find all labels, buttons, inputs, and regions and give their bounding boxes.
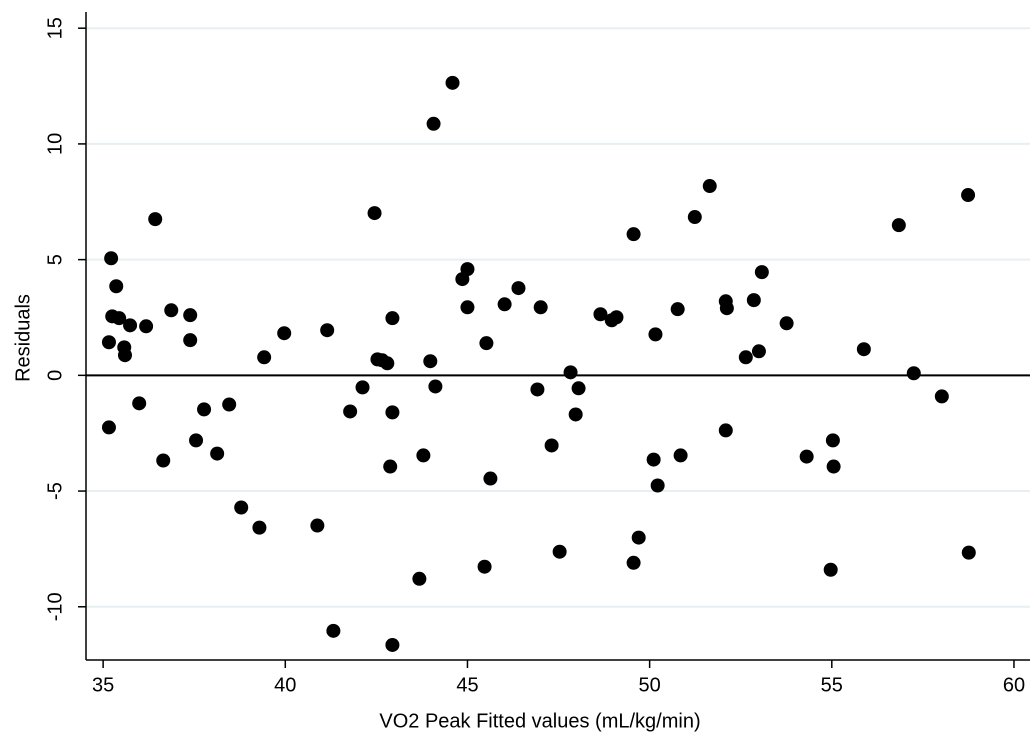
point <box>648 327 663 342</box>
point <box>754 265 769 280</box>
point <box>826 459 841 474</box>
point <box>148 212 163 227</box>
x-tick-label: 50 <box>639 674 661 696</box>
point <box>687 210 702 225</box>
point <box>156 453 171 468</box>
point <box>544 438 559 453</box>
point <box>222 397 237 412</box>
x-tick-label: 60 <box>1003 674 1025 696</box>
point <box>631 530 646 545</box>
point <box>460 300 475 315</box>
y-tick-label: -5 <box>44 482 66 500</box>
point <box>961 188 976 203</box>
point <box>779 316 794 331</box>
point <box>139 319 154 334</box>
point <box>385 311 400 326</box>
point <box>571 381 586 396</box>
x-axis-label: VO2 Peak Fitted values (mL/kg/min) <box>379 710 700 732</box>
point <box>112 311 127 326</box>
point <box>460 262 475 277</box>
point <box>132 396 147 411</box>
point <box>197 402 212 417</box>
point <box>563 365 578 380</box>
point <box>906 366 921 381</box>
point <box>552 544 567 559</box>
point <box>183 333 198 348</box>
point <box>355 380 370 395</box>
point <box>751 344 766 359</box>
point <box>718 423 733 438</box>
point <box>117 348 132 363</box>
y-tick-label: 0 <box>44 370 66 381</box>
point <box>277 326 292 341</box>
point <box>650 478 665 493</box>
point <box>856 342 871 357</box>
x-tick-label: 45 <box>456 674 478 696</box>
point <box>234 500 249 515</box>
point <box>310 518 325 533</box>
point <box>533 300 548 315</box>
point <box>825 433 840 448</box>
y-tick-label: 15 <box>44 17 66 39</box>
point <box>477 559 492 574</box>
point <box>670 302 685 317</box>
point <box>961 545 976 560</box>
point <box>823 562 838 577</box>
point <box>109 279 124 294</box>
point <box>568 407 583 422</box>
point <box>719 301 734 316</box>
point <box>385 637 400 652</box>
point <box>380 356 395 371</box>
point <box>416 448 431 463</box>
point <box>385 405 400 420</box>
point <box>252 520 267 535</box>
x-tick-label: 40 <box>274 674 296 696</box>
point <box>479 336 494 351</box>
point <box>673 448 688 463</box>
point <box>609 310 624 325</box>
point <box>101 420 116 435</box>
point <box>326 623 341 638</box>
point <box>412 571 427 586</box>
point <box>423 354 438 369</box>
point <box>210 446 225 461</box>
point <box>101 335 116 350</box>
point <box>593 307 608 322</box>
point <box>383 459 398 474</box>
x-tick-label: 35 <box>92 674 114 696</box>
point <box>799 449 814 464</box>
point <box>646 452 661 467</box>
point <box>934 389 949 404</box>
point <box>626 227 641 242</box>
point <box>891 218 906 233</box>
point <box>445 75 460 90</box>
y-tick-label: 10 <box>44 133 66 155</box>
y-axis-label: Residuals <box>12 294 34 382</box>
x-tick-label: 55 <box>821 674 843 696</box>
point <box>343 404 358 419</box>
point <box>428 379 443 394</box>
point <box>511 281 526 296</box>
point <box>257 350 272 365</box>
point <box>320 323 335 338</box>
point <box>183 308 198 323</box>
point <box>164 303 179 318</box>
point <box>123 318 138 333</box>
point <box>367 206 382 221</box>
point <box>483 471 498 486</box>
point <box>702 179 717 194</box>
point <box>626 555 641 570</box>
point <box>746 293 761 308</box>
point <box>426 116 441 131</box>
point <box>104 251 119 266</box>
y-tick-label: -10 <box>44 592 66 621</box>
y-tick-label: 5 <box>44 254 66 265</box>
point <box>530 382 545 397</box>
point <box>189 433 204 448</box>
point <box>738 350 753 365</box>
point <box>497 297 512 312</box>
